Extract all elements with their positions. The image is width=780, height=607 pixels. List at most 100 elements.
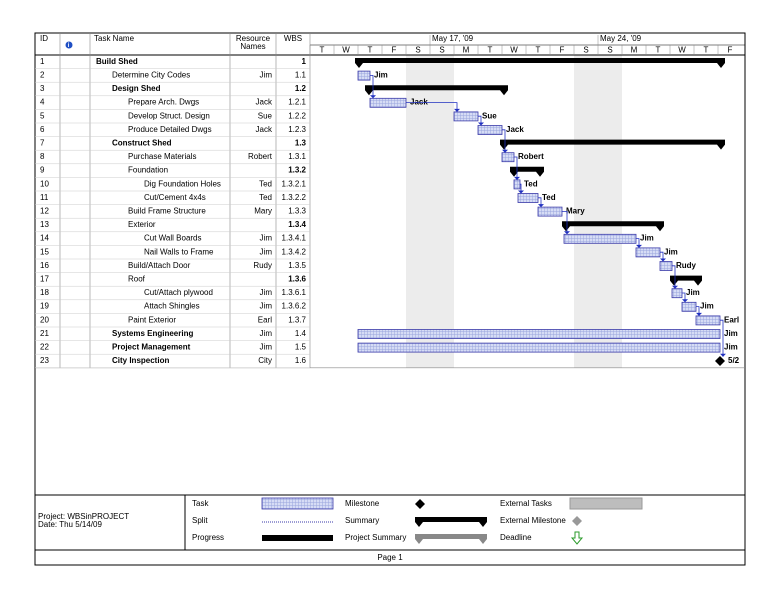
task-resource: Jim (260, 343, 273, 352)
task-name: Systems Engineering (112, 329, 193, 338)
header-resource: Names (240, 42, 265, 51)
link-arrow (518, 190, 524, 194)
header-task-name: Task Name (94, 34, 135, 43)
task-id: 5 (40, 111, 45, 120)
task-name: Cut/Attach plywood (144, 288, 213, 297)
link (406, 102, 458, 112)
legend-external-tasks (569, 497, 643, 510)
summary-bar (355, 58, 725, 68)
legend-summary (415, 517, 487, 527)
task-wbs: 1.3.2.2 (282, 193, 307, 202)
link (660, 251, 664, 262)
legend-label: Milestone (345, 499, 380, 508)
day-label: M (463, 46, 470, 55)
task-id: 16 (40, 261, 49, 270)
task-name: Project Management (112, 343, 191, 352)
page-border (34, 32, 746, 566)
day-label: T (704, 46, 709, 55)
bar-resource-label: Jim (724, 329, 738, 338)
task-wbs: 1.2.1 (288, 98, 306, 107)
task-id: 10 (40, 179, 49, 188)
link-arrow (636, 244, 642, 248)
link (478, 115, 482, 126)
link (514, 156, 518, 180)
task-wbs: 1.3 (295, 139, 307, 148)
task-bar (681, 301, 697, 312)
task-name: Nail Walls to Frame (144, 247, 214, 256)
day-label: W (678, 46, 686, 55)
bar-resource-label: Ted (524, 179, 538, 188)
task-name: City Inspection (112, 356, 169, 365)
summary-bar (562, 221, 664, 232)
task-id: 20 (40, 315, 49, 324)
day-label: F (392, 46, 397, 55)
task-wbs: 1.3.2 (288, 166, 306, 175)
task-name: Build Frame Structure (128, 207, 206, 216)
day-label: S (415, 46, 420, 55)
day-label: F (728, 46, 733, 55)
task-wbs: 1.3.4.1 (282, 234, 307, 243)
bar-resource-label: Rudy (676, 261, 697, 270)
header-wbs: WBS (284, 34, 302, 43)
task-resource: City (258, 356, 272, 365)
link-arrow (514, 176, 520, 180)
link-arrow (720, 353, 726, 357)
day-label: T (488, 46, 493, 55)
legend-label: Split (192, 516, 208, 525)
day-label: T (320, 46, 325, 55)
link-arrow (454, 108, 460, 112)
link (720, 319, 724, 357)
task-bar (517, 193, 539, 203)
task-id: 8 (40, 152, 45, 161)
bar-resource-label: Robert (518, 152, 544, 161)
link (672, 265, 676, 289)
indicator-i: i (68, 43, 70, 49)
bar-resource-label: Ted (542, 193, 556, 202)
task-wbs: 1.3.4.2 (282, 247, 307, 256)
link-arrow (660, 258, 666, 262)
task-wbs: 1.3.2.1 (282, 179, 307, 188)
bar-resource-label: Jack (506, 125, 524, 134)
legend-label: Progress (192, 533, 224, 542)
task-id: 4 (40, 98, 45, 107)
task-name: Construct Shed (112, 139, 172, 148)
task-resource: Jim (260, 234, 273, 243)
link-arrow (502, 149, 508, 153)
task-wbs: 1.6 (295, 356, 307, 365)
day-label: T (368, 46, 373, 55)
task-name: Dig Foundation Holes (144, 179, 221, 188)
link-arrow (672, 285, 678, 289)
task-wbs: 1.2 (295, 84, 307, 93)
link (562, 211, 568, 235)
task-name: Roof (128, 275, 146, 284)
bar-resource-label: Jim (664, 247, 678, 256)
task-resource: Rudy (253, 261, 272, 270)
task-id: 12 (40, 207, 49, 216)
task-resource: Jim (260, 329, 273, 338)
link-arrow (478, 122, 484, 126)
task-resource: Earl (258, 315, 272, 324)
bar-resource-label: Mary (566, 207, 585, 216)
task-wbs: 1.2.3 (288, 125, 306, 134)
footer-page: Page 1 (377, 553, 403, 562)
weekend (406, 55, 454, 368)
task-wbs: 1.3.5 (288, 261, 306, 270)
legend-label: External Tasks (500, 499, 552, 508)
link-arrow (370, 95, 376, 99)
bar-resource-label: Earl (724, 315, 739, 324)
task-id: 9 (40, 166, 45, 175)
day-label: S (583, 46, 588, 55)
task-bar (563, 233, 637, 244)
task-resource: Jack (256, 98, 273, 107)
header-id: ID (40, 34, 48, 43)
task-resource: Jim (260, 247, 273, 256)
summary-bar (500, 139, 725, 150)
task-name: Produce Detailed Dwgs (128, 125, 212, 134)
legend-label: Project Summary (345, 533, 406, 542)
task-wbs: 1 (302, 57, 307, 66)
task-bar (357, 70, 371, 81)
summary-bar (670, 275, 702, 286)
link (682, 292, 686, 303)
task-resource: Jim (260, 302, 273, 311)
link-arrow (696, 312, 702, 316)
